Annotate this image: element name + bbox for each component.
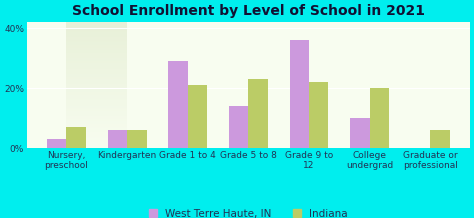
Legend: West Terre Haute, IN, Indiana: West Terre Haute, IN, Indiana <box>149 209 348 218</box>
Bar <box>229 106 248 148</box>
Bar <box>430 130 450 148</box>
Title: School Enrollment by Level of School in 2021: School Enrollment by Level of School in … <box>72 4 425 18</box>
Bar <box>127 130 146 148</box>
Bar <box>47 139 66 148</box>
Bar <box>168 61 188 148</box>
Bar <box>290 40 309 148</box>
Bar <box>108 130 127 148</box>
Bar <box>248 79 268 148</box>
Bar <box>370 88 389 148</box>
Bar <box>350 118 370 148</box>
Bar <box>66 127 86 148</box>
Bar <box>309 82 328 148</box>
Bar <box>188 85 207 148</box>
